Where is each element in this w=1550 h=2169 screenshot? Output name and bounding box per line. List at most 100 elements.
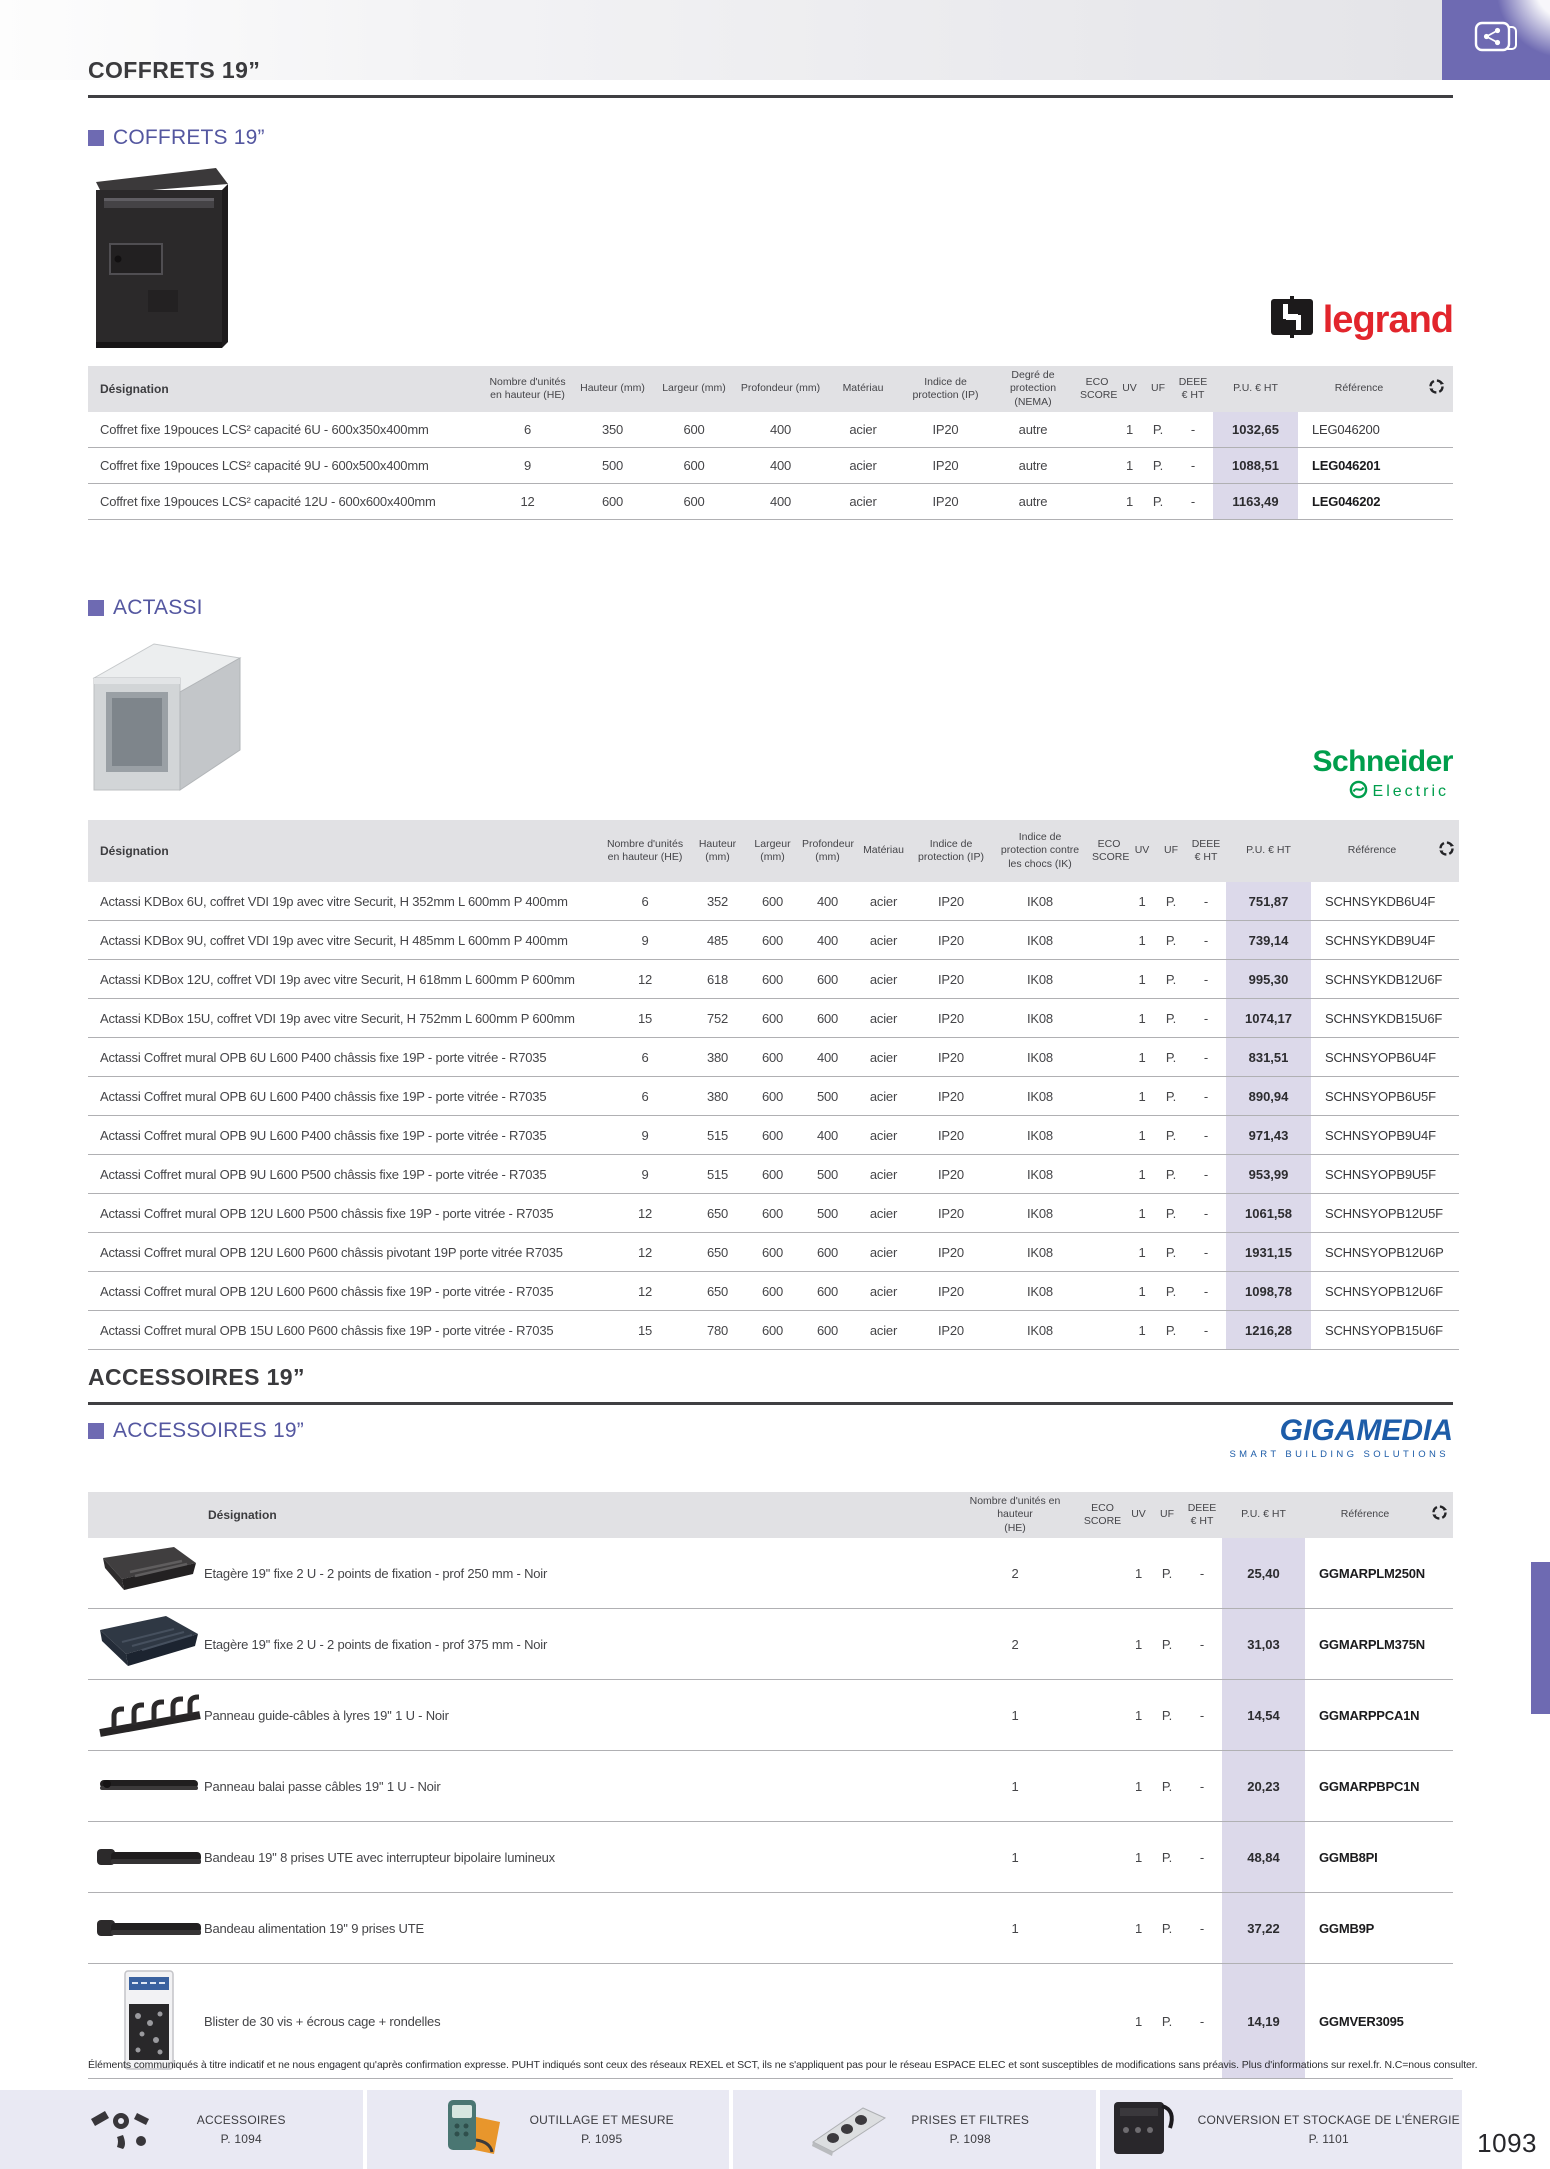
designation-cell: Panneau guide-câbles à lyres 19'' 1 U - …: [88, 1679, 950, 1751]
nav-item-label: OUTILLAGE ET MESURE: [529, 2112, 674, 2127]
product-row: Etagère 19'' fixe 2 U - 2 points de fixa…: [88, 1538, 1453, 1609]
uf-cell: P.: [1156, 1154, 1186, 1194]
footer-nav-item-power-strip[interactable]: PRISES ET FILTRES P. 1098: [729, 2090, 1096, 2169]
price-cell: 1098,78: [1226, 1271, 1311, 1311]
column-header-prix: P.U. € HT: [1213, 366, 1298, 412]
eco-cell: [1090, 998, 1128, 1038]
energy-storage-icon: [1102, 2096, 1182, 2163]
largeur-cell: 600: [745, 1076, 800, 1116]
product-row: Actassi KDBox 9U, coffret VDI 19p avec v…: [88, 920, 1459, 960]
uv-cell: 1: [1128, 1076, 1156, 1116]
column-header-ref: Référence: [1311, 820, 1433, 882]
designation-cell: Panneau balai passe câbles 19'' 1 U - No…: [88, 1750, 950, 1822]
price-cell: 995,30: [1226, 959, 1311, 999]
schneider-logo: Schneider Electric: [1312, 746, 1453, 804]
uf-cell: P.: [1156, 1232, 1186, 1272]
designation-cell: Coffret fixe 19pouces LCS² capacité 6U -…: [88, 412, 480, 448]
footer-nav-item-energy-storage[interactable]: CONVERSION ET STOCKAGE DE L'ÉNERGIE P. 11…: [1095, 2090, 1463, 2169]
ip-cell: IP20: [912, 920, 990, 960]
eco-icon-cell: [1425, 1608, 1453, 1680]
uv-cell: 1: [1116, 483, 1143, 520]
price-cell: 890,94: [1226, 1076, 1311, 1116]
designation-cell: Bandeau alimentation 19'' 9 prises UTE: [88, 1892, 950, 1964]
page-number: 1093: [1477, 2128, 1537, 2158]
legrand-logo: legrand: [1270, 296, 1454, 343]
designation-cell: Actassi KDBox 9U, coffret VDI 19p avec v…: [88, 920, 600, 960]
product-row: Coffret fixe 19pouces LCS² capacité 12U …: [88, 483, 1453, 520]
uv-cell: 1: [1125, 1538, 1152, 1609]
eco-cell: [1080, 1538, 1125, 1609]
he-cell: 9: [480, 447, 575, 484]
ip-cell: IP20: [912, 1076, 990, 1116]
materiau-cell: acier: [855, 882, 912, 921]
product-row: Actassi Coffret mural OPB 12U L600 P600 …: [88, 1232, 1459, 1272]
uv-cell: 1: [1128, 959, 1156, 999]
materiau-cell: acier: [823, 447, 903, 484]
column-header-eco-icon: [1420, 366, 1453, 412]
eco-icon-cell: [1433, 959, 1459, 999]
share-button[interactable]: [1442, 0, 1550, 80]
recycle-arrows-icon: [1431, 1505, 1447, 1524]
uv-cell: 1: [1128, 1115, 1156, 1155]
eco-icon-cell: [1420, 412, 1453, 448]
product-designation: Actassi Coffret mural OPB 6U L600 P400 c…: [100, 1049, 547, 1065]
chapter-side-tab[interactable]: [1531, 1562, 1550, 1714]
uf-cell: P.: [1156, 998, 1186, 1038]
he-cell: 6: [600, 1037, 690, 1077]
uf-cell: P.: [1152, 1679, 1182, 1751]
designation-cell: Actassi Coffret mural OPB 6U L600 P400 c…: [88, 1076, 600, 1116]
hauteur-cell: 350: [575, 412, 650, 448]
reference-cell: GGMARPBPC1N: [1305, 1750, 1425, 1822]
schneider-electric-label: Electric: [1372, 782, 1449, 800]
uf-cell: P.: [1156, 1310, 1186, 1350]
eco-icon-cell: [1425, 1679, 1453, 1751]
product-row: Coffret fixe 19pouces LCS² capacité 9U -…: [88, 447, 1453, 484]
designation-cell: Coffret fixe 19pouces LCS² capacité 9U -…: [88, 447, 480, 484]
legrand-mark-icon: [1270, 296, 1313, 343]
product-designation: Etagère 19'' fixe 2 U - 2 points de fixa…: [204, 1636, 548, 1652]
ip-cell: IP20: [903, 447, 988, 484]
largeur-cell: 600: [745, 1232, 800, 1272]
column-header-he: Nombre d'unités en hauteur (HE): [480, 366, 575, 412]
ik-cell: IK08: [990, 1076, 1090, 1116]
page-title-accessoires: ACCESSOIRES 19”: [88, 1364, 1453, 1405]
column-header-profondeur: Profondeur (mm): [800, 820, 855, 882]
column-header-materiau: Matériau: [823, 366, 903, 412]
uf-cell: P.: [1156, 1115, 1186, 1155]
uv-cell: 1: [1128, 1154, 1156, 1194]
deee-cell: -: [1182, 1963, 1222, 2079]
he-cell: 12: [600, 1193, 690, 1233]
designation-cell: Coffret fixe 19pouces LCS² capacité 12U …: [88, 483, 480, 520]
profondeur-cell: 600: [800, 959, 855, 999]
materiau-cell: acier: [855, 1271, 912, 1311]
reference-cell: SCHNSYOPB12U6F: [1311, 1271, 1443, 1311]
hauteur-cell: 600: [575, 483, 650, 520]
footer-navigation-bar: ACCESSOIRES P. 1094 OUTILLAGE ET MESURE P. …: [0, 2090, 1462, 2169]
eco-icon-cell: [1425, 1538, 1453, 1609]
section-heading-label: ACTASSI: [113, 596, 203, 619]
footer-nav-item-hardware-parts[interactable]: ACCESSOIRES P. 1094: [0, 2090, 363, 2169]
uf-cell: P.: [1156, 1037, 1186, 1077]
ik-cell: IK08: [990, 998, 1090, 1038]
ip-cell: IP20: [912, 959, 990, 999]
deee-cell: -: [1186, 1310, 1226, 1350]
ik-cell: IK08: [990, 1271, 1090, 1311]
price-cell: 14,54: [1222, 1679, 1305, 1751]
footer-nav-item-measuring-tool[interactable]: OUTILLAGE ET MESURE P. 1095: [362, 2090, 730, 2169]
he-cell: 6: [480, 412, 575, 448]
product-row: Actassi Coffret mural OPB 6U L600 P400 c…: [88, 1037, 1459, 1077]
profondeur-cell: 500: [800, 1193, 855, 1233]
reference-cell: GGMARPLM250N: [1305, 1538, 1425, 1609]
eco-icon-cell: [1425, 1821, 1453, 1893]
ip-cell: IP20: [903, 412, 988, 448]
nema-cell: autre: [988, 483, 1078, 520]
uf-cell: P.: [1143, 483, 1173, 520]
uf-cell: P.: [1156, 1076, 1186, 1116]
product-row: Actassi KDBox 12U, coffret VDI 19p avec …: [88, 959, 1459, 999]
column-header-uf: UF: [1143, 366, 1173, 412]
hauteur-cell: 780: [690, 1310, 745, 1350]
column-header-hauteur: Hauteur (mm): [575, 366, 650, 412]
schneider-mark-icon: [1349, 780, 1368, 804]
product-designation: Coffret fixe 19pouces LCS² capacité 6U -…: [100, 422, 429, 437]
profondeur-cell: 600: [800, 998, 855, 1038]
